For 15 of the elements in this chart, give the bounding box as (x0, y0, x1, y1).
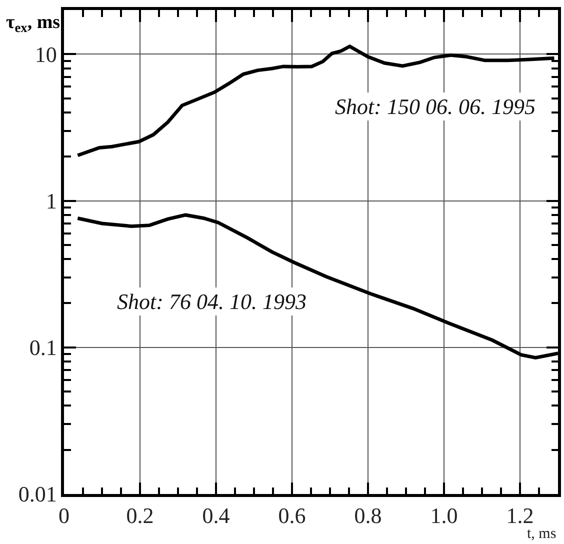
y-axis-title: τ$_{ex}$, ms (6, 12, 60, 35)
x-tick-label: 1.0 (430, 503, 458, 528)
y-tick-label: 0.01 (18, 482, 57, 507)
x-axis-title: t, ms (527, 526, 556, 542)
x-tick-label: 0.8 (354, 503, 382, 528)
y-tick-label: 0.1 (29, 335, 57, 360)
x-tick-label: 0.6 (278, 503, 306, 528)
x-tick-label: 0.4 (202, 503, 230, 528)
x-tick-label: 0 (58, 503, 70, 528)
annotation: Shot: 150 06. 06. 1995 (335, 94, 536, 119)
y-tick-label: 10 (34, 42, 57, 67)
annotation: Shot: 76 04. 10. 1993 (117, 289, 306, 314)
x-tick-label: 1.2 (506, 503, 534, 528)
y-tick-label: 1 (46, 188, 57, 214)
x-tick-label: 0.2 (126, 503, 154, 528)
